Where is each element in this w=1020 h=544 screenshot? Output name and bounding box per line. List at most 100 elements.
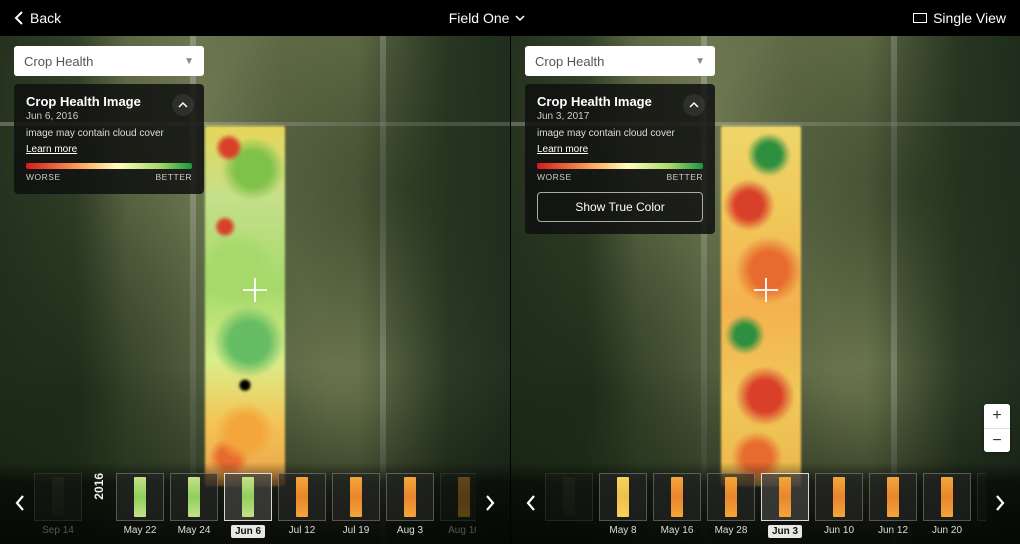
timeline-thumb[interactable]: May 22 — [116, 473, 164, 536]
thumb-label: May 28 — [715, 525, 748, 536]
timeline: May 8 May 16 May 28 Jun 3 Jun 10 Jun 12 Jun 20 — [511, 462, 1020, 544]
thumb-label: May 16 — [661, 525, 694, 536]
thumb-box — [923, 473, 971, 521]
thumb-preview — [404, 477, 416, 517]
chevron-left-icon — [14, 494, 26, 512]
dropdown-label: Crop Health — [535, 54, 604, 69]
legend-gradient — [537, 163, 703, 169]
thumb-label: Jun 3 — [768, 525, 802, 538]
card-date: Jun 3, 2017 — [537, 111, 703, 122]
legend-gradient — [26, 163, 192, 169]
thumb-box — [815, 473, 863, 521]
legend-better: BETTER — [666, 172, 703, 182]
caret-down-icon — [515, 15, 525, 21]
timeline-thumb[interactable]: Jul 19 — [332, 473, 380, 536]
timeline-thumb[interactable]: May 16 — [653, 473, 701, 536]
dropdown-label: Crop Health — [24, 54, 93, 69]
timeline-thumbs: May 8 May 16 May 28 Jun 3 Jun 10 Jun 12 Jun 20 — [545, 469, 986, 538]
thumb-label: May 24 — [178, 525, 211, 536]
thumb-label: Jul 19 — [343, 525, 370, 536]
left-pane: Crop Health ▼ Crop Health Image Jun 6, 2… — [0, 36, 510, 544]
timeline-thumb[interactable]: Sep 14 — [34, 473, 82, 536]
info-card: Crop Health Image Jun 3, 2017 image may … — [525, 84, 715, 234]
timeline-thumb[interactable]: May 8 — [599, 473, 647, 536]
thumb-label: Aug 10 — [448, 525, 476, 536]
timeline-thumb[interactable]: Aug 3 — [386, 473, 434, 536]
chevron-right-icon — [484, 494, 496, 512]
thumb-preview — [134, 477, 146, 517]
collapse-button[interactable] — [172, 94, 194, 116]
timeline-next-button[interactable] — [986, 473, 1014, 533]
timeline-thumb[interactable]: Aug 10 — [440, 473, 476, 536]
thumb-box — [440, 473, 476, 521]
thumb-box — [386, 473, 434, 521]
timeline-thumb[interactable]: May 28 — [707, 473, 755, 536]
chevron-left-icon — [14, 11, 24, 25]
field-name: Field One — [449, 10, 510, 26]
thumb-label: Jul 12 — [289, 525, 316, 536]
thumb-box — [545, 473, 593, 521]
card-title: Crop Health Image — [537, 94, 703, 109]
thumb-preview — [242, 477, 254, 517]
show-true-color-button[interactable]: Show True Color — [537, 192, 703, 222]
field-selector[interactable]: Field One — [449, 10, 526, 26]
layer-dropdown[interactable]: Crop Health ▼ — [14, 46, 204, 76]
timeline-thumb[interactable]: Jun 6 — [224, 473, 272, 538]
card-note: image may contain cloud cover — [537, 128, 703, 139]
legend-worse: WORSE — [26, 172, 61, 182]
card-note: image may contain cloud cover — [26, 128, 192, 139]
back-button[interactable]: Back — [14, 10, 61, 26]
timeline-prev-button[interactable] — [6, 473, 34, 533]
zoom-in-button[interactable]: + — [984, 404, 1010, 428]
thumb-box — [170, 473, 218, 521]
chevron-left-icon — [525, 494, 537, 512]
learn-more-link[interactable]: Learn more — [26, 144, 77, 155]
thumb-box — [34, 473, 82, 521]
right-pane: Crop Health ▼ Crop Health Image Jun 3, 2… — [510, 36, 1020, 544]
thumb-label: Jun 20 — [932, 525, 962, 536]
thumb-label: Jun 12 — [878, 525, 908, 536]
timeline-thumb[interactable]: Jun 12 — [869, 473, 917, 536]
timeline: Sep 14 2016 May 22 May 24 Jun 6 Jul 12 Jul 19 A… — [0, 462, 510, 544]
thumb-box — [332, 473, 380, 521]
thumb-box — [599, 473, 647, 521]
legend-labels: WORSE BETTER — [26, 172, 192, 182]
timeline-next-button[interactable] — [476, 473, 504, 533]
thumb-box — [116, 473, 164, 521]
zoom-control: + − — [984, 404, 1010, 452]
timeline-thumb[interactable] — [977, 473, 986, 525]
chevron-right-icon — [994, 494, 1006, 512]
legend-better: BETTER — [155, 172, 192, 182]
timeline-thumb[interactable]: Jun 10 — [815, 473, 863, 536]
thumb-box — [869, 473, 917, 521]
legend-labels: WORSE BETTER — [537, 172, 703, 182]
collapse-button[interactable] — [683, 94, 705, 116]
timeline-thumb[interactable]: Jul 12 — [278, 473, 326, 536]
timeline-thumb[interactable]: Jun 20 — [923, 473, 971, 536]
layer-dropdown[interactable]: Crop Health ▼ — [525, 46, 715, 76]
thumb-label: Sep 14 — [42, 525, 74, 536]
thumb-preview — [350, 477, 362, 517]
timeline-year-label: 2016 — [88, 473, 110, 500]
thumb-preview — [52, 477, 64, 517]
caret-down-icon: ▼ — [695, 56, 705, 67]
timeline-thumb[interactable]: May 24 — [170, 473, 218, 536]
thumb-preview — [563, 477, 575, 517]
thumb-label: Jun 10 — [824, 525, 854, 536]
thumb-preview — [833, 477, 845, 517]
single-view-button[interactable]: Single View — [913, 10, 1006, 26]
thumb-preview — [887, 477, 899, 517]
learn-more-link[interactable]: Learn more — [537, 144, 588, 155]
zoom-out-button[interactable]: − — [984, 428, 1010, 452]
thumb-preview — [671, 477, 683, 517]
timeline-thumb[interactable] — [545, 473, 593, 525]
legend-worse: WORSE — [537, 172, 572, 182]
chevron-up-icon — [177, 101, 189, 109]
single-view-label: Single View — [933, 10, 1006, 26]
timeline-prev-button[interactable] — [517, 473, 545, 533]
health-overlay — [205, 126, 285, 486]
thumb-label: May 8 — [609, 525, 636, 536]
thumb-box — [761, 473, 809, 521]
timeline-thumb[interactable]: Jun 3 — [761, 473, 809, 538]
thumb-label: Aug 3 — [397, 525, 423, 536]
